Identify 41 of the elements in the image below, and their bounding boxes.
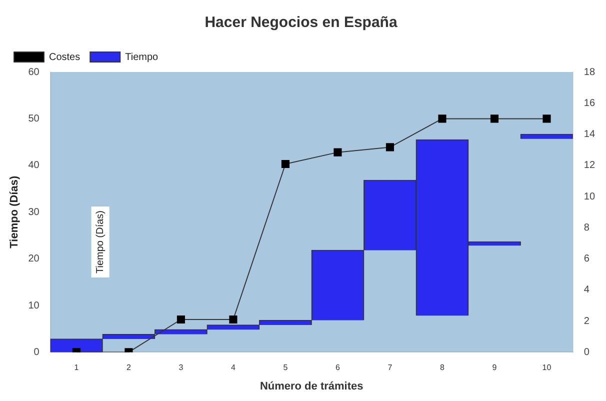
x-tick-label: 5 bbox=[283, 363, 288, 372]
point bbox=[176, 315, 185, 324]
point bbox=[386, 143, 394, 152]
point bbox=[542, 114, 551, 123]
x-tick-label: 8 bbox=[440, 363, 446, 372]
y2-tick-label: 4 bbox=[584, 284, 590, 296]
y2-tick-label: 2 bbox=[584, 316, 590, 327]
y2-tick-label: 18 bbox=[584, 66, 596, 78]
point bbox=[438, 114, 446, 123]
x-tick-label: 9 bbox=[492, 363, 498, 372]
y2-tick-label: 0 bbox=[584, 346, 590, 358]
x-tick-label: 10 bbox=[542, 363, 552, 372]
x-tick-label: 7 bbox=[388, 363, 393, 372]
y-tick-label: 30 bbox=[28, 206, 40, 218]
y2-tick-label: 8 bbox=[584, 222, 590, 234]
legend-label: Tiempo bbox=[125, 52, 159, 63]
x-tick-label: 1 bbox=[74, 363, 80, 372]
x-axis-title: Número de trámites bbox=[260, 380, 364, 392]
y2-tick-label: 16 bbox=[584, 98, 596, 109]
y-tick-label: 0 bbox=[34, 346, 40, 358]
point bbox=[490, 114, 499, 123]
x-tick-label: 6 bbox=[336, 363, 340, 372]
y2-tick-label: 12 bbox=[584, 160, 596, 172]
y-tick-label: 10 bbox=[28, 300, 40, 312]
y-axis-title: Tiempo (Días) bbox=[8, 175, 21, 248]
x-tick-label: 2 bbox=[126, 363, 132, 372]
chart-title: Hacer Negocios en España bbox=[204, 14, 398, 32]
y2-tick-label: 10 bbox=[584, 191, 596, 202]
annotation: Tiempo (Días) bbox=[95, 210, 106, 274]
y-tick-label: 20 bbox=[28, 254, 40, 265]
point bbox=[281, 160, 290, 168]
x-tick-label: 3 bbox=[178, 363, 184, 372]
point bbox=[229, 315, 238, 324]
y-tick-label: 40 bbox=[28, 160, 40, 172]
y2-tick-label: 14 bbox=[584, 129, 596, 140]
y2-tick-label: 6 bbox=[584, 254, 590, 265]
y-tick-label: 60 bbox=[28, 66, 40, 78]
legend-label: Costes bbox=[49, 52, 80, 63]
y-tick-label: 50 bbox=[28, 113, 40, 124]
point bbox=[334, 148, 342, 156]
x-tick-label: 4 bbox=[230, 363, 236, 372]
